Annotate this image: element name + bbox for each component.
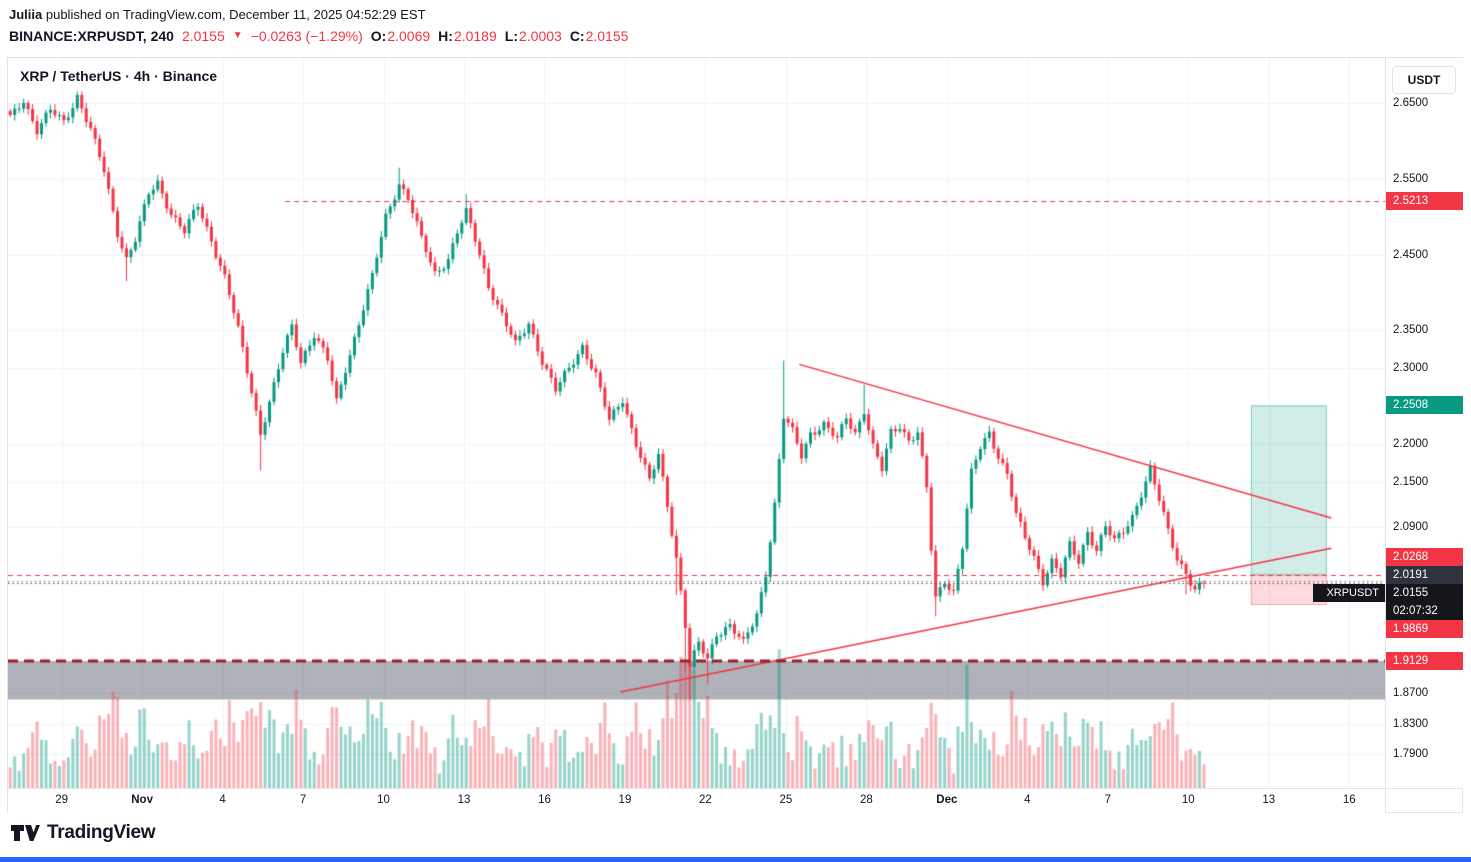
open-value: 2.0069 <box>387 28 431 44</box>
price-level-badge: 2.0191 <box>1386 565 1463 584</box>
ohlc-open: O: 2.0069 <box>371 28 430 44</box>
price-level-badge: 2.5213 <box>1386 191 1463 210</box>
price-axis-label: 2.3000 <box>1393 362 1429 375</box>
chart-canvas[interactable] <box>8 58 1385 788</box>
change-arrow-icon: ▼ <box>232 29 243 41</box>
currency-toggle-button[interactable]: USDT <box>1392 66 1456 94</box>
close-value: 2.0155 <box>585 28 629 44</box>
time-axis-label: 4 <box>1024 794 1031 806</box>
price-axis-label: 2.0900 <box>1393 521 1429 533</box>
footer-bar: TradingView <box>10 822 156 844</box>
time-axis-label: 4 <box>219 794 226 806</box>
time-axis-label: Dec <box>936 794 958 806</box>
low-value: 2.0003 <box>518 28 562 44</box>
time-axis-label: 16 <box>538 794 551 806</box>
price-axis-label: 2.1500 <box>1393 475 1429 488</box>
bottom-accent-strip <box>0 857 1471 862</box>
ohlc-high: H: 2.0189 <box>438 28 497 44</box>
time-axis-label: 22 <box>699 794 712 806</box>
time-axis-label: 13 <box>457 794 471 806</box>
low-label: L: <box>504 28 518 44</box>
symbol-name[interactable]: BINANCE:XRPUSDT, 240 <box>9 28 174 44</box>
price-axis-label: 2.3500 <box>1393 324 1429 337</box>
publish-text: published on TradingView.com, December 1… <box>42 7 426 22</box>
time-axis-label: 29 <box>55 794 69 806</box>
tradingview-brand-link[interactable]: TradingView <box>47 822 156 843</box>
time-axis-label: 19 <box>618 794 632 806</box>
ohlc-low: L: 2.0003 <box>505 28 562 44</box>
chart-panel: XRP / TetherUS · 4h · Binance XRPUSDT US… <box>7 57 1463 813</box>
author-name: Juliia <box>9 7 43 22</box>
price-axis-label: 1.7900 <box>1393 747 1429 760</box>
axis-corner <box>1385 788 1462 812</box>
price-axis-label: 2.2000 <box>1393 437 1429 450</box>
price-axis-label: 1.8700 <box>1393 687 1429 700</box>
price-level-badge: 2.2508 <box>1386 396 1463 415</box>
time-axis-label: 13 <box>1262 794 1276 806</box>
time-axis-label: 28 <box>859 794 873 806</box>
countdown-badge: 02:07:32 <box>1386 602 1463 621</box>
price-axis-label: 2.4500 <box>1393 248 1429 261</box>
time-axis-label: 16 <box>1342 794 1356 806</box>
open-label: O: <box>370 28 387 44</box>
time-axis-label: 25 <box>779 794 793 806</box>
price-axis[interactable]: USDT 2.6500 2.5500 2.4500 2.3500 2.3000 2.200… <box>1385 58 1463 788</box>
ohlc-close: C: 2.0155 <box>570 28 629 44</box>
chart-legend: XRP / TetherUS · 4h · Binance <box>20 68 218 84</box>
time-axis-label: 7 <box>1104 794 1111 806</box>
price-axis-label: 2.5500 <box>1393 173 1429 186</box>
price-axis-label: 2.6500 <box>1393 97 1429 110</box>
tradingview-logo-icon[interactable] <box>10 822 40 844</box>
time-axis[interactable]: 29 Nov 4 7 10 13 16 19 22 25 28 Dec 4 7 10 13 16 <box>8 788 1385 813</box>
time-axis-label: Nov <box>131 794 153 806</box>
symbol-bar: BINANCE:XRPUSDT, 240 2.0155 ▼ −0.0263 (−… <box>0 22 1471 44</box>
symbol-price-chip: XRPUSDT <box>1313 584 1385 603</box>
publish-bar: Juliia published on TradingView.com, Dec… <box>0 0 1471 22</box>
price-level-badge: 2.0268 <box>1386 547 1463 566</box>
time-axis-label: 10 <box>1181 794 1195 806</box>
last-price-badge: 2.0155 <box>1386 584 1463 603</box>
time-axis-label: 7 <box>299 794 307 806</box>
high-label: H: <box>438 28 453 44</box>
price-change: −0.0263 (−1.29%) <box>250 28 363 44</box>
price-axis-label: 1.8300 <box>1393 717 1429 730</box>
plot-area: XRP / TetherUS · 4h · Binance XRPUSDT <box>8 58 1385 788</box>
close-label: C: <box>569 28 585 44</box>
price-level-badge: 1.9129 <box>1386 651 1463 670</box>
price-level-badge: 1.9869 <box>1386 620 1463 638</box>
time-axis-label: 10 <box>377 794 390 806</box>
high-value: 2.0189 <box>453 28 497 44</box>
last-price: 2.0155 <box>181 28 225 44</box>
